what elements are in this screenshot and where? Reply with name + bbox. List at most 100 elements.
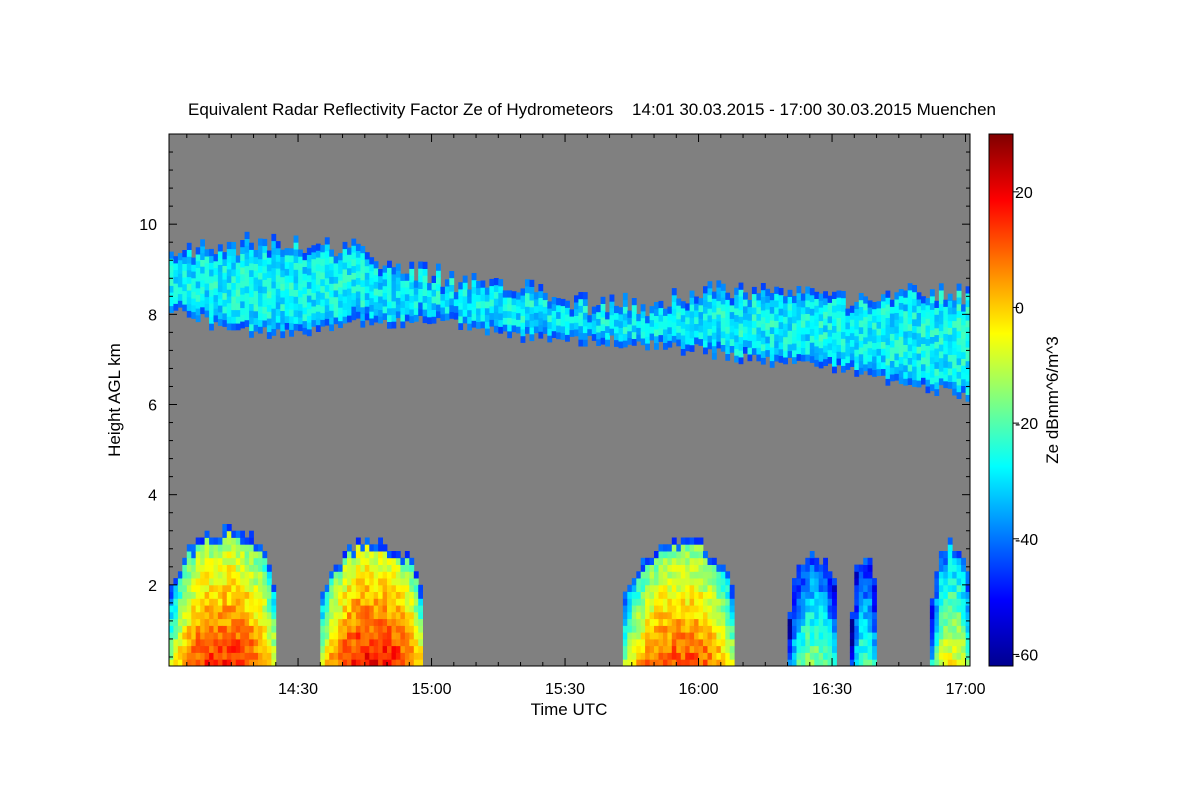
reflectivity-cell	[169, 645, 174, 653]
reflectivity-cell	[395, 652, 401, 660]
reflectivity-cell	[387, 308, 392, 316]
reflectivity-cell	[342, 578, 348, 586]
reflectivity-cell	[965, 584, 971, 592]
reflectivity-cell	[347, 308, 352, 316]
reflectivity-cell	[373, 261, 379, 269]
reflectivity-cell	[262, 266, 268, 274]
reflectivity-cell	[631, 338, 637, 346]
reflectivity-cell	[360, 625, 366, 633]
reflectivity-cell	[502, 310, 508, 318]
reflectivity-cell	[235, 605, 241, 613]
reflectivity-cell	[235, 625, 241, 633]
reflectivity-cell	[965, 367, 971, 375]
reflectivity-cell	[711, 638, 717, 647]
reflectivity-cell	[863, 357, 868, 365]
reflectivity-cell	[338, 307, 343, 315]
reflectivity-cell	[516, 312, 521, 320]
reflectivity-cell	[462, 316, 468, 324]
reflectivity-cell	[169, 598, 174, 606]
reflectivity-cell	[805, 625, 811, 633]
reflectivity-cell	[952, 374, 958, 382]
reflectivity-cell	[240, 598, 245, 606]
reflectivity-cell	[694, 645, 699, 653]
reflectivity-cell	[676, 591, 682, 599]
reflectivity-cell	[213, 274, 219, 282]
reflectivity-cell	[382, 306, 388, 314]
reflectivity-cell	[805, 557, 811, 565]
reflectivity-cell	[716, 659, 722, 667]
colorbar: 200-20-40-60 Ze dBmm^6/m^3	[988, 133, 1062, 667]
reflectivity-cell	[654, 308, 659, 316]
reflectivity-cell	[622, 645, 628, 653]
reflectivity-cell	[556, 318, 561, 326]
reflectivity-cell	[814, 312, 820, 320]
reflectivity-cell	[645, 336, 650, 344]
reflectivity-cell	[947, 551, 953, 559]
reflectivity-cell	[929, 618, 935, 626]
reflectivity-cell	[560, 325, 566, 334]
reflectivity-cell	[235, 591, 241, 599]
reflectivity-cell	[663, 315, 668, 323]
reflectivity-cell	[231, 275, 237, 283]
reflectivity-cell	[658, 334, 664, 342]
reflectivity-cell	[645, 591, 650, 599]
reflectivity-cell	[627, 625, 633, 633]
reflectivity-cell	[378, 544, 383, 552]
reflectivity-cell	[400, 294, 406, 302]
reflectivity-cell	[943, 551, 949, 559]
reflectivity-cell	[947, 645, 953, 653]
reflectivity-cell	[498, 306, 504, 314]
reflectivity-cell	[734, 341, 739, 349]
reflectivity-cell	[529, 279, 535, 287]
reflectivity-cell	[703, 611, 708, 620]
reflectivity-cell	[605, 332, 610, 340]
reflectivity-cell	[422, 315, 428, 324]
reflectivity-cell	[169, 292, 174, 300]
reflectivity-cell	[903, 324, 909, 332]
reflectivity-cell	[302, 300, 308, 308]
reflectivity-cell	[378, 289, 383, 297]
reflectivity-cell	[827, 302, 833, 310]
reflectivity-cell	[351, 252, 357, 260]
reflectivity-cell	[854, 301, 860, 310]
reflectivity-cell	[929, 611, 935, 620]
reflectivity-cell	[685, 638, 690, 647]
reflectivity-cell	[347, 261, 352, 269]
reflectivity-cell	[965, 286, 971, 294]
reflectivity-cell	[796, 571, 802, 579]
reflectivity-cell	[186, 632, 192, 640]
reflectivity-cell	[342, 625, 348, 633]
reflectivity-cell	[649, 578, 655, 586]
reflectivity-cell	[836, 290, 842, 298]
reflectivity-cell	[921, 296, 926, 304]
reflectivity-cell	[364, 557, 370, 565]
reflectivity-cell	[876, 314, 882, 322]
reflectivity-cell	[943, 380, 949, 389]
reflectivity-cell	[956, 364, 962, 372]
reflectivity-cell	[395, 584, 401, 592]
reflectivity-cell	[324, 271, 330, 279]
reflectivity-cell	[667, 564, 673, 572]
reflectivity-cell	[823, 625, 828, 633]
reflectivity-cell	[760, 343, 766, 352]
x-tick-label: 15:30	[545, 681, 585, 698]
reflectivity-cell	[929, 350, 935, 358]
reflectivity-cell	[462, 302, 468, 310]
reflectivity-cell	[854, 335, 860, 343]
reflectivity-cell	[685, 323, 690, 331]
reflectivity-cell	[493, 305, 499, 313]
reflectivity-cell	[516, 299, 521, 307]
reflectivity-cell	[342, 618, 348, 626]
reflectivity-cell	[823, 297, 828, 306]
reflectivity-cell	[320, 319, 326, 327]
reflectivity-cell	[480, 294, 486, 302]
reflectivity-cell	[738, 350, 744, 358]
reflectivity-cell	[943, 360, 949, 368]
reflectivity-cell	[881, 301, 886, 309]
reflectivity-cell	[453, 305, 459, 313]
reflectivity-cell	[395, 310, 401, 319]
reflectivity-cell	[885, 371, 891, 379]
reflectivity-cell	[667, 638, 673, 647]
reflectivity-cell	[222, 544, 228, 552]
reflectivity-cell	[173, 605, 179, 613]
